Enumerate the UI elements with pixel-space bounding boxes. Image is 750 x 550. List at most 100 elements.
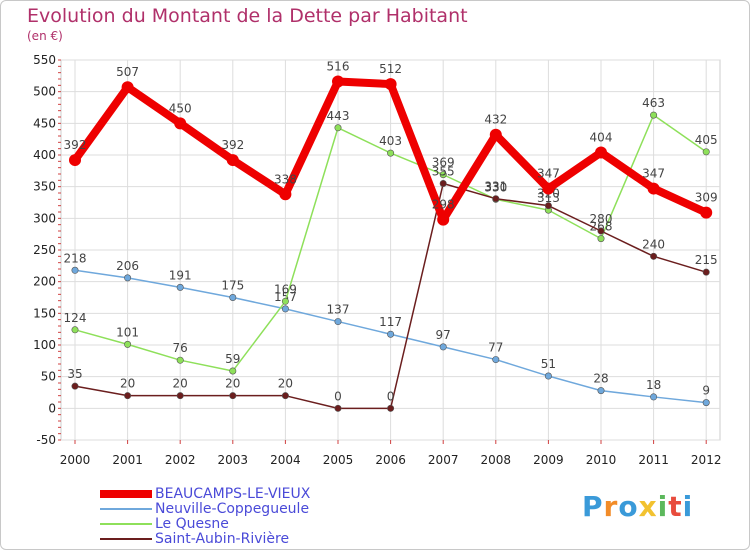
data-point (124, 274, 132, 282)
data-point (439, 180, 447, 188)
data-point (597, 235, 605, 243)
data-point (281, 305, 289, 313)
legend-swatch (100, 523, 152, 525)
data-point (176, 392, 184, 400)
data-label: 117 (379, 315, 402, 329)
legend-swatch (100, 490, 152, 498)
data-label: 392 (221, 138, 244, 152)
data-point (439, 343, 447, 351)
data-point (176, 283, 184, 291)
x-tick-label: 2001 (112, 453, 143, 467)
logo-letter: i (657, 490, 669, 523)
data-label: 331 (484, 180, 507, 194)
x-tick-label: 2004 (270, 453, 301, 467)
data-point (176, 356, 184, 364)
data-label: 404 (590, 130, 613, 144)
y-tick-label: 450 (33, 116, 56, 130)
data-label: 516 (327, 60, 350, 74)
data-point (229, 367, 237, 375)
data-label: 77 (488, 341, 503, 355)
data-label: 169 (274, 282, 297, 296)
data-label: 512 (379, 62, 402, 76)
data-label: 443 (327, 109, 350, 123)
legend-label: Saint-Aubin-Rivière (155, 531, 290, 547)
data-label: 124 (64, 311, 87, 325)
y-tick-label: 0 (48, 401, 56, 415)
data-point (174, 117, 187, 130)
data-label: 450 (169, 101, 192, 115)
data-point (384, 78, 397, 91)
data-label: 191 (169, 268, 192, 282)
data-label: 405 (695, 133, 718, 147)
data-point (334, 318, 342, 326)
data-label: 157 (274, 290, 297, 304)
data-point (492, 195, 500, 203)
data-label: 0 (334, 389, 342, 403)
data-point (71, 382, 79, 390)
data-label: 175 (221, 279, 244, 293)
data-point (492, 356, 500, 364)
data-label: 403 (379, 134, 402, 148)
x-tick-label: 2006 (375, 453, 406, 467)
data-point (332, 75, 344, 88)
data-point (71, 266, 79, 274)
logo-letter: i (682, 490, 694, 523)
x-tick-label: 2000 (60, 453, 91, 467)
x-tick-label: 2002 (165, 453, 196, 467)
data-label: 20 (278, 377, 293, 391)
x-tick-label: 2003 (218, 453, 249, 467)
y-tick-label: 400 (33, 148, 56, 162)
x-tick-label: 2012 (691, 453, 722, 467)
data-label: 51 (541, 357, 556, 371)
data-point (439, 171, 447, 179)
data-label: 355 (432, 165, 455, 179)
data-label: 206 (116, 259, 139, 273)
x-tick-label: 2007 (428, 453, 459, 467)
y-tick-label: 200 (33, 275, 56, 289)
data-label: 20 (173, 377, 188, 391)
data-point (595, 146, 607, 159)
data-point (124, 340, 132, 348)
proxiti-logo: Proxiti (582, 490, 693, 523)
y-tick-label: 500 (33, 85, 56, 99)
legend-swatch (100, 538, 152, 540)
data-label: 28 (593, 372, 608, 386)
logo-letter: r (603, 490, 619, 523)
data-label: 309 (695, 191, 718, 205)
line-chart: -500501001502002503003504004505005502000… (33, 53, 722, 467)
y-tick-label: 50 (41, 370, 56, 384)
data-label: 137 (327, 303, 350, 317)
data-point (702, 148, 710, 156)
logo-letter: t (668, 490, 683, 523)
y-tick-label: 150 (33, 306, 56, 320)
data-label: 18 (646, 378, 661, 392)
x-tick-label: 2010 (586, 453, 617, 467)
data-point (229, 392, 237, 400)
y-tick-label: 300 (33, 211, 56, 225)
data-label: 20 (225, 377, 240, 391)
data-point (279, 188, 292, 201)
data-point (281, 392, 289, 400)
data-point (71, 326, 79, 334)
y-tick-label: 550 (33, 53, 56, 67)
data-label: 97 (436, 328, 451, 342)
data-label: 0 (387, 389, 395, 403)
data-label: 432 (484, 113, 507, 127)
data-point (700, 206, 713, 219)
data-point (702, 399, 710, 407)
data-point (544, 372, 552, 380)
data-point (281, 297, 289, 305)
data-point (229, 293, 237, 301)
x-tick-label: 2005 (323, 453, 354, 467)
y-tick-label: 350 (33, 180, 56, 194)
data-label: 298 (432, 198, 455, 212)
legend-label: BEAUCAMPS-LE-VIEUX (155, 486, 311, 502)
data-label: 392 (64, 138, 87, 152)
data-point (650, 252, 658, 260)
data-label: 101 (116, 325, 139, 339)
data-point (650, 111, 658, 119)
data-label: 20 (120, 377, 135, 391)
data-point (544, 202, 552, 210)
data-point (121, 81, 134, 94)
data-label: 280 (590, 212, 613, 226)
